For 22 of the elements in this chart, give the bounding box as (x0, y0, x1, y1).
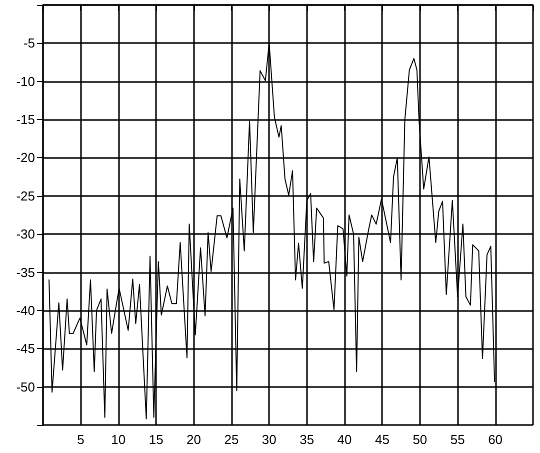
y-tick-label: -30 (16, 226, 35, 242)
y-tick-label: -10 (16, 74, 35, 89)
x-tick-label: 55 (450, 432, 465, 447)
y-tick-label: -15 (16, 112, 35, 128)
x-tick-label: 30 (262, 432, 276, 447)
x-tick-label: 5 (77, 432, 84, 447)
y-tick-label: -20 (16, 150, 35, 166)
x-tick-label: 35 (300, 432, 314, 447)
x-tick-label: 50 (412, 432, 428, 447)
y-tick-label: -5 (23, 36, 35, 51)
y-tick-label: -40 (16, 302, 35, 318)
y-tick-label: -45 (16, 341, 35, 356)
x-tick-label: 10 (111, 432, 126, 447)
x-tick-label: 45 (374, 432, 390, 447)
y-tick-label: -25 (16, 188, 35, 204)
y-tick-label: -35 (16, 264, 35, 280)
x-tick-label: 20 (186, 432, 202, 447)
x-tick-label: 60 (488, 432, 503, 447)
x-tick-label: 15 (148, 432, 164, 447)
y-tick-label: -50 (16, 379, 35, 394)
x-tick-label: 25 (224, 432, 239, 447)
x-tick-label: 40 (337, 432, 352, 447)
